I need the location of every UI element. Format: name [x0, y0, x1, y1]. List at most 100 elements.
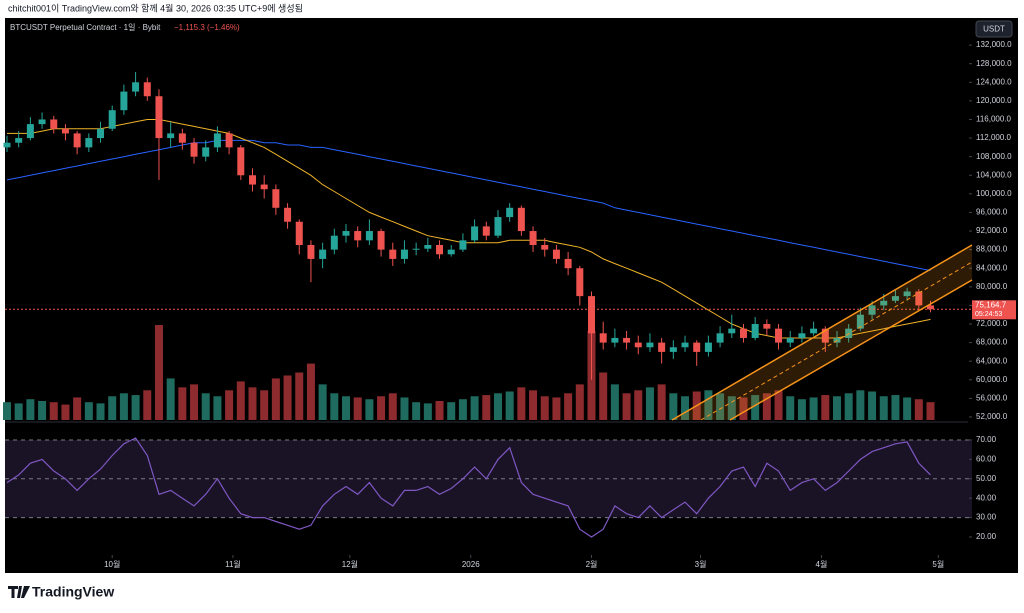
- candle-body: [693, 342, 701, 352]
- y-tick-label: 30.00: [976, 513, 997, 522]
- y-tick-label: 60.00: [976, 454, 997, 463]
- volume-bar: [248, 387, 257, 420]
- volume-bar: [271, 378, 280, 420]
- candle-body: [120, 91, 128, 111]
- candle-body: [155, 96, 163, 139]
- y-tick-label: 108,000.0: [976, 152, 1012, 161]
- volume-bar: [645, 387, 654, 420]
- volume-bar: [762, 393, 771, 420]
- candle-body: [927, 305, 935, 310]
- candle-body: [190, 142, 198, 157]
- volume-bar: [178, 387, 187, 420]
- moving-average: [6, 139, 931, 272]
- candle-body: [143, 82, 151, 97]
- candle-body: [681, 342, 689, 348]
- volume-bar: [669, 393, 678, 420]
- candle-body: [85, 138, 93, 148]
- volume-bar: [143, 390, 152, 420]
- candle-body: [459, 240, 467, 250]
- candle-body: [810, 328, 818, 334]
- volume-bar: [283, 375, 292, 420]
- volume-bar: [540, 396, 549, 420]
- y-tick-label: 92,000.0: [976, 226, 1008, 235]
- volume-bar: [879, 396, 888, 420]
- candle-body: [272, 189, 280, 208]
- y-tick-label: 64,000.0: [976, 356, 1008, 365]
- currency-label[interactable]: USDT: [983, 25, 1005, 34]
- candle-body: [704, 342, 712, 352]
- volume-bar: [190, 384, 199, 420]
- y-tick-label: 96,000.0: [976, 208, 1008, 217]
- logo: TradingView: [8, 584, 114, 600]
- candle-body: [599, 333, 607, 343]
- currency-button[interactable]: [975, 20, 1013, 38]
- channel-upper: [671, 244, 973, 421]
- x-tick-label: 5월: [932, 559, 944, 569]
- volume-bar: [739, 397, 748, 420]
- candle-body: [471, 226, 479, 241]
- y-tick-label: 124,000.0: [976, 77, 1012, 86]
- candle-body: [202, 147, 210, 157]
- volume-bar: [797, 399, 806, 420]
- y-tick-label: 68,000.0: [976, 338, 1008, 347]
- candle-body: [482, 226, 490, 236]
- candle-body: [763, 324, 771, 329]
- x-tick-label: 2026: [462, 560, 480, 569]
- candle-body: [15, 138, 23, 143]
- volume-bar: [131, 395, 140, 420]
- volume-bar: [330, 393, 339, 420]
- candle-body: [646, 342, 654, 348]
- candle-body: [3, 142, 11, 148]
- candle-body: [775, 328, 783, 343]
- volume-bar: [412, 402, 421, 420]
- candle-body: [903, 291, 911, 297]
- candle-body: [237, 147, 245, 176]
- volume-bar: [49, 402, 58, 420]
- volume-bar: [751, 395, 760, 420]
- volume-bar: [318, 384, 327, 420]
- candle-body: [915, 291, 923, 306]
- candle-body: [26, 124, 34, 139]
- volume-bar: [891, 395, 900, 420]
- volume-bar: [14, 403, 23, 420]
- logo-text: TradingView: [32, 584, 114, 600]
- candle-body: [50, 119, 58, 129]
- y-tick-label: 52,000.0: [976, 412, 1008, 421]
- volume-bar: [166, 378, 175, 420]
- y-tick-label: 100,000.0: [976, 189, 1012, 198]
- volume-bar: [716, 393, 725, 420]
- channel-mid: [700, 261, 973, 421]
- candle-body: [541, 244, 549, 250]
- y-tick-label: 116,000.0: [976, 115, 1012, 124]
- volume-bar: [38, 401, 47, 420]
- candle-body: [97, 128, 105, 139]
- candle-body: [658, 342, 666, 352]
- candle-body: [576, 268, 584, 297]
- y-tick-label: 88,000.0: [976, 245, 1008, 254]
- created-by: chitchit001이 TradingView.com와 함께 4월 30, …: [8, 2, 303, 13]
- candle-body: [424, 244, 432, 249]
- volume-bar: [84, 402, 93, 420]
- candle-body: [377, 231, 385, 250]
- y-tick-label: 128,000.0: [976, 59, 1012, 68]
- channel-lower: [729, 279, 973, 421]
- candle-body: [552, 249, 560, 259]
- volume-bar: [832, 396, 841, 420]
- volume-bar: [3, 402, 11, 420]
- volume-bar: [400, 397, 409, 420]
- y-tick-label: 56,000.0: [976, 393, 1008, 402]
- volume-bar: [154, 325, 163, 420]
- volume-bar: [821, 395, 830, 420]
- candle-body: [225, 133, 233, 148]
- volume-bar: [704, 390, 713, 420]
- volume-bar: [201, 393, 210, 420]
- candle-body: [213, 133, 221, 148]
- x-tick-label: 11월: [225, 559, 241, 569]
- candle-body: [400, 249, 408, 259]
- volume-bar: [295, 372, 304, 420]
- volume-bar: [260, 390, 269, 420]
- y-tick-label: 112,000.0: [976, 133, 1012, 142]
- y-tick-label: 72,000.0: [976, 319, 1008, 328]
- volume-bar: [96, 403, 105, 420]
